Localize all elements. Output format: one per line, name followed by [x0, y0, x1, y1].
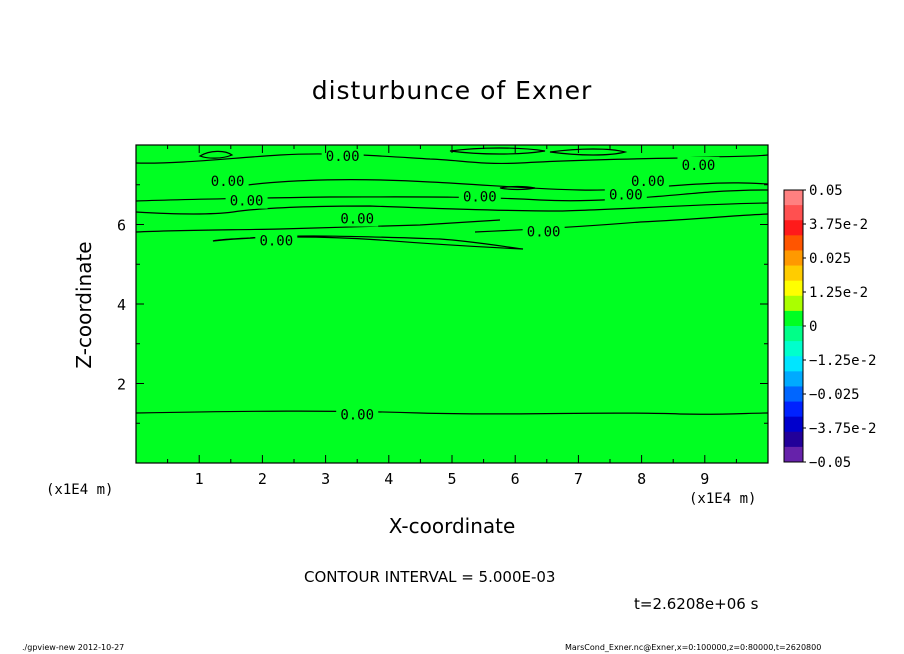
colorbar-label: 3.75e-2	[809, 217, 868, 233]
colorbar-swatch	[784, 205, 803, 221]
colorbar-swatch	[784, 295, 803, 312]
colorbar: 0.05 3.75e-2 0.025 1.25e-2 0 −1.25e-2 −0.025 −3…	[783, 183, 876, 471]
y-tick-label: 6	[117, 217, 126, 235]
x-tick-label: 8	[637, 470, 646, 488]
contour-label: 0.00	[340, 408, 374, 424]
colorbar-label: 1.25e-2	[809, 285, 868, 301]
colorbar-swatch	[784, 341, 803, 357]
colorbar-label: −0.025	[809, 387, 860, 403]
contour-line	[198, 150, 234, 159]
colorbar-swatch	[784, 401, 803, 418]
x-axis: 1 2 3 4 5 6 7 8 9	[167, 145, 737, 488]
x-tick-label: 9	[700, 470, 709, 488]
colorbar-label: −3.75e-2	[809, 421, 876, 437]
contour-line	[135, 202, 769, 215]
x-tick-label: 1	[195, 470, 204, 488]
x-unit-label-left: (x1E4 m)	[46, 482, 114, 498]
contour-line	[499, 185, 536, 191]
chart-title: disturbunce of Exner	[311, 76, 593, 105]
colorbar-label: 0	[809, 319, 817, 335]
y-tick-label: 4	[117, 296, 126, 314]
contour-label: 0.00	[326, 149, 360, 165]
contour-label: 0.00	[340, 212, 374, 228]
contour-line	[449, 147, 546, 155]
colorbar-swatch	[784, 235, 803, 251]
contour-line	[212, 235, 524, 250]
y-axis: 2 4 6	[117, 184, 768, 424]
colorbar-swatch	[784, 280, 803, 297]
x-tick-label: 3	[321, 470, 330, 488]
contour-label-bg	[255, 232, 298, 249]
x-tick-label: 2	[258, 470, 267, 488]
colorbar-swatch	[784, 220, 803, 236]
contour-line	[474, 213, 769, 233]
contour-line	[239, 179, 769, 191]
contour-interval-label: CONTOUR INTERVAL = 5.000E-03	[304, 568, 556, 586]
contour-label-bg	[206, 172, 249, 189]
x-axis-label: X-coordinate	[388, 514, 516, 538]
contour-label: 0.00	[682, 158, 716, 174]
contour-label-bg	[336, 210, 379, 227]
contour-line	[135, 219, 501, 233]
contour-label-bg	[677, 156, 720, 173]
colorbar-swatch	[784, 326, 803, 342]
contour-label-bg	[458, 188, 501, 205]
colorbar-swatch	[784, 446, 803, 463]
colorbar-swatch	[784, 356, 803, 372]
colorbar-label: 0.05	[809, 183, 843, 199]
contour-label: 0.00	[259, 233, 293, 249]
contour-label: 0.00	[230, 194, 264, 210]
footer-right-text: MarsCond_Exner.nc@Exner,x=0:100000,z=0:8…	[565, 643, 822, 652]
colorbar-swatch	[784, 386, 803, 402]
contour-label: 0.00	[211, 174, 245, 190]
contour-labels: 0.000.000.00 0.000.00 0.00 0.000.000.000.00…	[206, 148, 720, 424]
colorbar-label: 0.025	[809, 251, 851, 267]
y-axis-label: Z-coordinate	[72, 241, 96, 369]
x-unit-label-right: (x1E4 m)	[689, 491, 757, 507]
colorbar-swatch	[784, 416, 803, 433]
time-label: t=2.6208e+06 s	[634, 595, 759, 613]
contour-label-bg	[321, 148, 364, 165]
x-tick-label: 6	[511, 470, 520, 488]
colorbar-swatch	[784, 371, 803, 387]
contour-label: 0.00	[609, 188, 643, 204]
x-tick-label: 4	[384, 470, 393, 488]
x-tick-label: 7	[574, 470, 583, 488]
contour-line	[135, 410, 769, 415]
contour-line	[549, 148, 628, 156]
contour-label-bg	[336, 406, 379, 423]
colorbar-swatch	[784, 310, 803, 327]
footer-left-text: ./gpview-new 2012-10-27	[22, 643, 125, 652]
colorbar-swatch	[784, 250, 803, 266]
contour-label: 0.00	[463, 190, 497, 206]
contour-label-bg	[225, 192, 268, 209]
contour-label: 0.00	[631, 174, 665, 190]
contour-label-bg	[626, 172, 669, 189]
colorbar-swatch	[784, 265, 803, 282]
contour-label: 0.00	[527, 225, 561, 241]
contour-label-bg	[522, 223, 565, 240]
colorbar-label: −1.25e-2	[809, 353, 876, 369]
x-tick-label: 5	[447, 470, 456, 488]
y-tick-label: 2	[117, 376, 126, 394]
colorbar-label: −0.05	[809, 455, 851, 471]
contour-label-bg	[604, 186, 647, 203]
contour-lines	[135, 147, 769, 415]
colorbar-swatch	[784, 431, 803, 448]
colorbar-swatch	[784, 190, 803, 206]
